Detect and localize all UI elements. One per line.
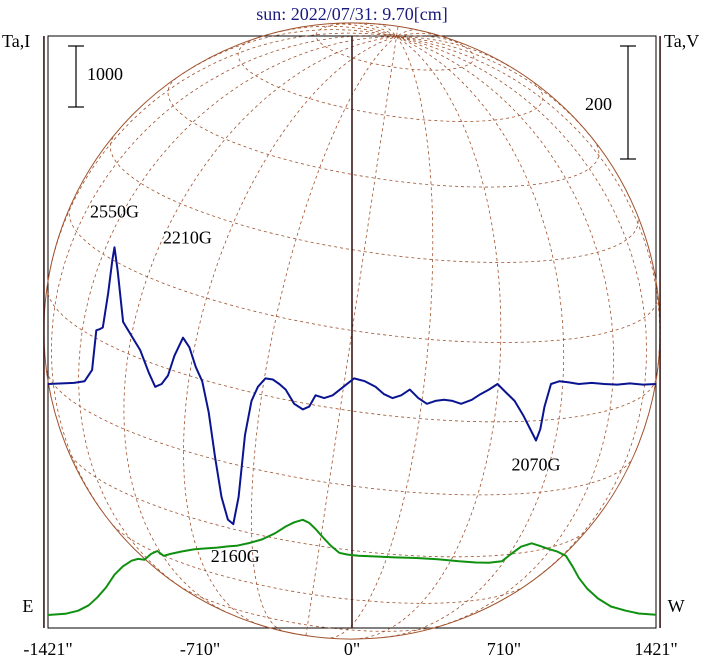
longitude-line [384, 36, 565, 638]
left-scale-bar-label: 1000 [87, 64, 123, 84]
x-tick-label: -710" [180, 639, 220, 659]
longitude-line [396, 36, 661, 378]
chart-title: sun: 2022/07/31: 9.70[cm] [256, 4, 448, 24]
x-tick-label: 710" [487, 639, 521, 659]
longitude-line [377, 23, 397, 37]
longitude-line [305, 36, 397, 636]
latitude-line [68, 207, 659, 343]
left-scale-bar: 1000 [68, 45, 123, 108]
x-tick-label: -1421" [23, 639, 72, 659]
limb-label: E [22, 596, 33, 616]
longitude-line [353, 36, 502, 640]
longitude-line [50, 35, 397, 511]
right-scale-bar: 200 [585, 45, 636, 160]
latitude-line [67, 450, 589, 558]
longitude-line [274, 25, 397, 37]
longitude-line [396, 36, 615, 626]
annotation-labels: 2550G 2210G 2160G 2070G [90, 201, 560, 566]
latitude-line [178, 585, 443, 632]
annotation-label: 2550G [90, 201, 139, 221]
longitude-line [330, 23, 397, 37]
longitude-line [47, 32, 397, 286]
polarization-line [47, 246, 657, 526]
right-axis-label: Ta,V [664, 31, 699, 51]
latitude-line [109, 136, 639, 263]
longitude-line [78, 36, 397, 586]
latitude-line [46, 287, 657, 423]
longitude-line [396, 26, 399, 37]
x-tick-label: 0" [344, 639, 360, 659]
limb-label: W [668, 596, 685, 616]
longitude-line [396, 36, 647, 577]
latitude-line [237, 37, 544, 122]
longitude-line [358, 22, 397, 37]
longitude-line [396, 36, 595, 141]
annotation-label: 2070G [511, 455, 560, 475]
longitude-line [396, 29, 419, 37]
left-axis-label: Ta,I [2, 31, 30, 51]
latitude-line [112, 525, 523, 604]
annotation-label: 2160G [211, 546, 260, 566]
latitude-line [167, 77, 600, 188]
right-scale-bar-label: 200 [585, 94, 612, 114]
longitude-line [123, 36, 397, 615]
latitude-line [315, 22, 475, 71]
intensity-line [47, 518, 657, 616]
longitude-line [177, 29, 397, 78]
annotation-label: 2210G [163, 227, 212, 247]
longitude-line [396, 35, 464, 45]
longitude-line [251, 36, 397, 632]
reference-lines [43, 36, 661, 628]
series-group [47, 246, 657, 616]
longitude-line [183, 36, 397, 626]
longitude-line [396, 36, 515, 70]
longitude-line [396, 32, 438, 37]
x-tick-labels: -1421" -710" 0" 710" 1421" [23, 639, 677, 659]
latitude-line [46, 370, 633, 496]
x-tick-label: 1421" [634, 639, 677, 659]
longitude-line [330, 36, 434, 639]
